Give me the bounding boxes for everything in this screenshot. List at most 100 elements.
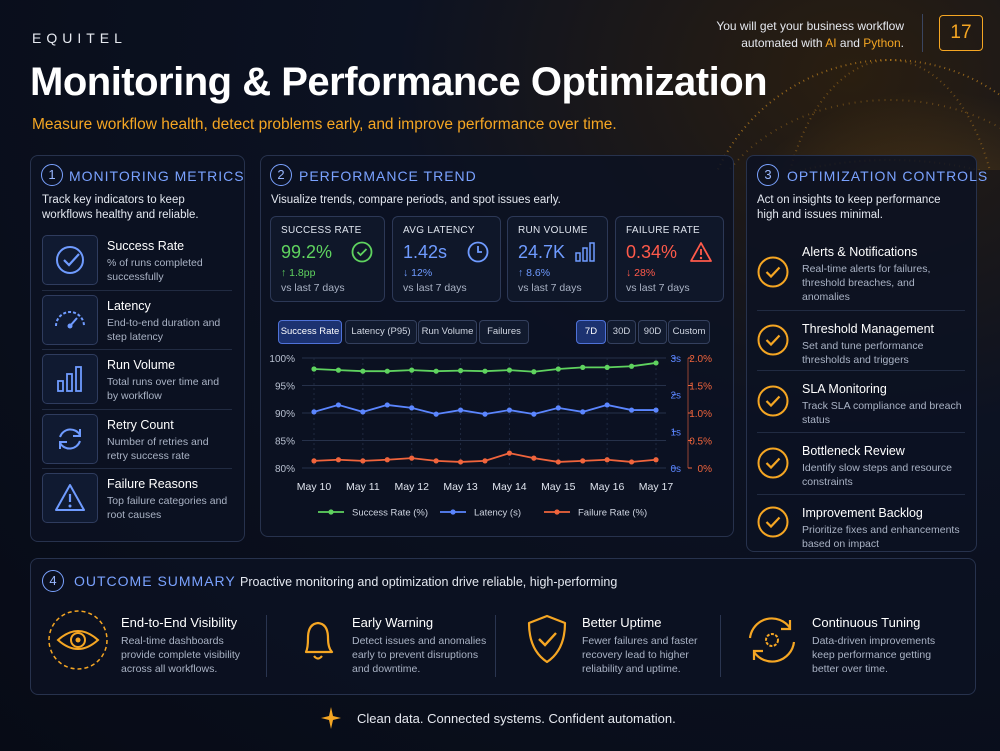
data-point [384, 402, 390, 408]
x-tick-label: May 15 [541, 481, 576, 493]
outcome-description: Fewer failures and faster recovery lead … [582, 635, 698, 675]
data-point [433, 458, 439, 464]
divider [495, 615, 496, 677]
divider [42, 289, 232, 291]
y-tick-label: 90% [275, 409, 295, 420]
check-icon-graphic [757, 447, 789, 479]
kpi-card: FAILURE RATE 0.34% ↓ 28% vs last 7 days [615, 216, 724, 302]
data-point [628, 407, 635, 413]
note: You will get your business workflow auto… [716, 18, 904, 52]
y3-tick-label: 0.5% [689, 437, 712, 448]
data-point [311, 458, 317, 464]
outcome-icon-graphic [48, 610, 108, 670]
data-point [628, 363, 635, 369]
data-point [482, 458, 488, 464]
outcome-icon-graphic [748, 617, 796, 663]
outcome-icon-graphic [527, 614, 567, 664]
divider [42, 408, 232, 410]
control-description: Set and tune performance thresholds and … [802, 340, 924, 366]
data-point [604, 457, 610, 463]
data-point [580, 409, 586, 415]
trend-chart: 80% 85% 90% 95% 100% 0s 1s 2s 3s 0% 0.5% 1.0% 1.5% 2.… [269, 354, 713, 519]
metric-tab[interactable]: Run Volume [418, 320, 477, 344]
data-point [311, 366, 317, 372]
data-point [457, 407, 464, 413]
control-title: Improvement Backlog [802, 506, 923, 520]
range-button[interactable]: Custom [668, 320, 710, 344]
data-point [604, 402, 610, 408]
y-tick-label: 100% [269, 354, 295, 365]
data-point [433, 368, 439, 374]
x-tick-label: May 12 [394, 481, 429, 493]
data-point [311, 409, 317, 415]
check-icon [756, 505, 790, 544]
outcome-title: Continuous Tuning [812, 615, 921, 630]
optimization-panel [746, 155, 977, 552]
data-point [482, 368, 488, 374]
note-highlight: AI [825, 36, 837, 50]
divider [266, 615, 267, 677]
data-point [555, 405, 561, 411]
section-description: Act on insights to keep performance high… [757, 194, 941, 221]
data-point [580, 458, 586, 464]
metric-icon [42, 413, 98, 464]
legend-dot [450, 509, 456, 515]
kpi-label: SUCCESS RATE [281, 225, 362, 236]
y2-tick-label: 1s [670, 427, 681, 438]
metric-tab[interactable]: Latency (P95) [345, 320, 417, 344]
control-description: Real-time alerts for failures, threshold… [802, 263, 931, 303]
metric-icon-graphic [55, 310, 85, 328]
metric-tab[interactable]: Success Rate [278, 320, 342, 344]
legend-label: Latency (s) [474, 508, 521, 519]
x-tick-label: May 10 [297, 481, 332, 493]
data-point [384, 368, 390, 374]
kpi-value: 99.2% [281, 242, 333, 262]
legend-label: Success Rate (%) [352, 508, 428, 519]
y3-tick-label: 1.0% [689, 409, 712, 420]
metric-title: Run Volume [107, 358, 176, 372]
section-title: MONITORING METRICS [69, 168, 245, 184]
divider [757, 370, 965, 371]
y3-tick-label: 1.5% [689, 382, 712, 393]
section-title: OPTIMIZATION CONTROLS [787, 168, 989, 184]
kpi-card: AVG LATENCY 1.42s ↓ 12% vs last 7 days [392, 216, 501, 302]
range-button[interactable]: 7D [576, 320, 606, 344]
data-point [457, 368, 464, 374]
section-description: Proactive monitoring and optimization dr… [240, 575, 618, 589]
control-title: Threshold Management [802, 322, 935, 336]
kpi-label: RUN VOLUME [518, 225, 588, 236]
data-point [335, 402, 342, 408]
data-point [360, 458, 366, 464]
outcome-icon [515, 608, 579, 677]
metric-tab[interactable]: Failures [479, 320, 529, 344]
data-point [360, 368, 366, 374]
control-description: Identify slow steps and resource constra… [802, 462, 952, 488]
control-description: Prioritize fixes and enhancements based … [802, 524, 960, 550]
data-point [409, 405, 415, 411]
outcome-icon-graphic [304, 621, 334, 660]
metric-icon-graphic [59, 428, 81, 449]
data-point [531, 411, 537, 417]
spark-icon [321, 707, 341, 729]
data-point [506, 367, 513, 373]
data-point [628, 459, 635, 465]
kpi-icon-graphic [690, 242, 712, 262]
outcome-title: Early Warning [352, 615, 434, 630]
data-point [531, 369, 537, 375]
kpi-label: FAILURE RATE [626, 225, 700, 236]
kpi-delta: ↓ 12% [403, 267, 433, 279]
outcome-title: End-to-End Visibility [121, 615, 238, 630]
control-title: Bottleneck Review [802, 444, 905, 458]
range-button[interactable]: 30D [607, 320, 636, 344]
range-button[interactable]: 90D [638, 320, 667, 344]
kpi-icon [573, 240, 597, 269]
data-point [360, 409, 366, 415]
y3-tick-label: 0% [698, 464, 713, 475]
outcome-description: Data-driven improvements keep performanc… [812, 635, 936, 675]
check-icon-graphic [757, 324, 789, 356]
divider [757, 494, 965, 495]
check-icon-graphic [757, 506, 789, 538]
kpi-delta: ↑ 8.6% [518, 267, 551, 279]
y2-tick-label: 0s [670, 464, 681, 475]
